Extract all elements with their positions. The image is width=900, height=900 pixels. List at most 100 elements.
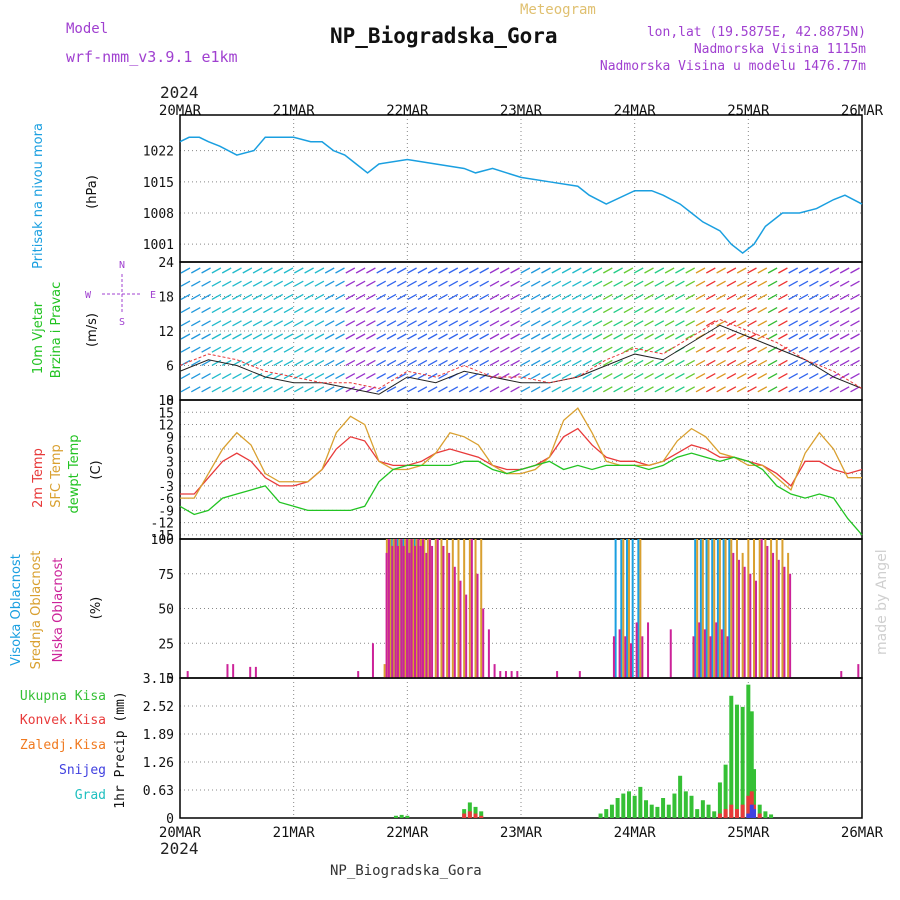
wind-barb	[396, 307, 407, 314]
precip-bar	[717, 813, 722, 818]
wind-barb	[561, 359, 572, 366]
wind-barb	[211, 293, 222, 300]
wind-barb	[602, 346, 613, 353]
wind-barb	[386, 359, 397, 366]
wind-barb	[530, 346, 541, 353]
temp-line-1	[180, 407, 862, 499]
wind-barb	[602, 320, 613, 327]
wind-barb	[767, 386, 778, 393]
y-tick-label: 9	[166, 431, 174, 446]
wind-barb	[623, 320, 634, 327]
wind-barb	[551, 320, 562, 327]
wind-barb	[850, 333, 860, 340]
cloud-bar	[618, 629, 621, 678]
cloud-bar	[622, 539, 625, 678]
wind-barb	[808, 386, 819, 393]
cloud-bar	[440, 539, 443, 678]
wind-barb	[489, 280, 500, 287]
precip-bar	[723, 764, 728, 818]
wind-barb	[438, 280, 448, 287]
precip-bar	[689, 795, 694, 818]
cloud-bar	[493, 664, 496, 678]
wind-barb	[376, 346, 387, 353]
cloud-bar	[419, 545, 422, 678]
wind-barb	[201, 359, 211, 366]
wind-barb	[211, 320, 222, 327]
cloud-bar	[459, 580, 462, 678]
wind-barb	[304, 320, 314, 327]
wind-barb	[798, 386, 809, 393]
wind-barb	[273, 280, 284, 287]
pressure-ylabel-unit: (hPa)	[85, 175, 100, 209]
wind-barb	[541, 346, 551, 353]
cloud-ylabel-unit: (%)	[89, 597, 104, 620]
wind-barb	[839, 373, 850, 380]
wind-barb	[726, 307, 737, 314]
cloud-bar	[612, 636, 615, 678]
wind-barb	[314, 346, 325, 353]
wind-barb	[510, 307, 520, 314]
wind-barb	[263, 386, 273, 393]
wind-barb	[376, 320, 387, 327]
cloud-bar	[254, 666, 257, 678]
x-tick-label-top: 25MAR	[727, 103, 770, 119]
precip-bar	[740, 804, 745, 818]
wind-barb	[767, 267, 778, 274]
wind-barb	[211, 267, 222, 274]
temp-line-2	[179, 452, 863, 536]
wind-barb	[510, 386, 520, 393]
wind-barb	[788, 280, 799, 287]
cloud-bar	[556, 671, 559, 678]
wind-barb	[273, 267, 284, 274]
cloud-bar	[701, 539, 704, 678]
cloud-bar	[487, 629, 490, 678]
wind-barb	[705, 293, 716, 300]
temp-ylabel-unit: (C)	[89, 460, 104, 479]
wind-barb	[520, 333, 531, 340]
wind-barb	[242, 320, 253, 327]
wind-barb	[479, 267, 490, 274]
cloud-bar	[770, 539, 773, 678]
wind-barb	[602, 267, 613, 274]
wind-barb	[644, 320, 654, 327]
wind-barb	[201, 386, 211, 393]
wind-barb	[613, 267, 623, 274]
precip-ylabel-unit: 1hr Precip (mm)	[113, 691, 128, 808]
wind-barb	[716, 346, 726, 353]
wind-barb	[211, 346, 222, 353]
wind-barb	[190, 307, 201, 314]
wind-barb	[561, 373, 572, 380]
wind-barb	[736, 373, 747, 380]
panel-precip: 0 0.63 1.26 1.89 2.52 3.15	[143, 672, 863, 827]
wind-barb	[180, 320, 191, 327]
wind-barb	[417, 320, 428, 327]
wind-barb	[788, 359, 799, 366]
y-tick-label: -3	[158, 480, 174, 495]
wind-barb	[252, 333, 263, 340]
wind-barb	[716, 267, 726, 274]
wind-barb	[613, 333, 623, 340]
cloud-bar	[620, 539, 623, 678]
wind-barb	[252, 346, 263, 353]
precip-bar	[749, 804, 754, 818]
y-tick-label: 6	[166, 360, 174, 375]
wind-barb	[675, 267, 685, 274]
wind-barb	[180, 386, 191, 393]
wind-barb	[427, 267, 438, 274]
cloud-ylabel-mid: Srednja Oblacnost	[29, 551, 44, 670]
wind-barb	[324, 293, 335, 300]
wind-speed-line	[179, 318, 863, 390]
cloud-bar	[415, 539, 418, 678]
cloud-bar	[669, 629, 672, 678]
wind-barb	[664, 320, 675, 327]
wind-barb	[582, 333, 593, 340]
wind-barb	[623, 307, 634, 314]
wind-barb	[757, 346, 768, 353]
wind-barb	[705, 359, 716, 366]
wind-barb	[798, 359, 809, 366]
wind-barb	[541, 373, 551, 380]
wind-barb	[211, 307, 222, 314]
cloud-bar	[448, 552, 451, 678]
wind-barb	[252, 320, 263, 327]
wind-barb	[778, 373, 788, 380]
